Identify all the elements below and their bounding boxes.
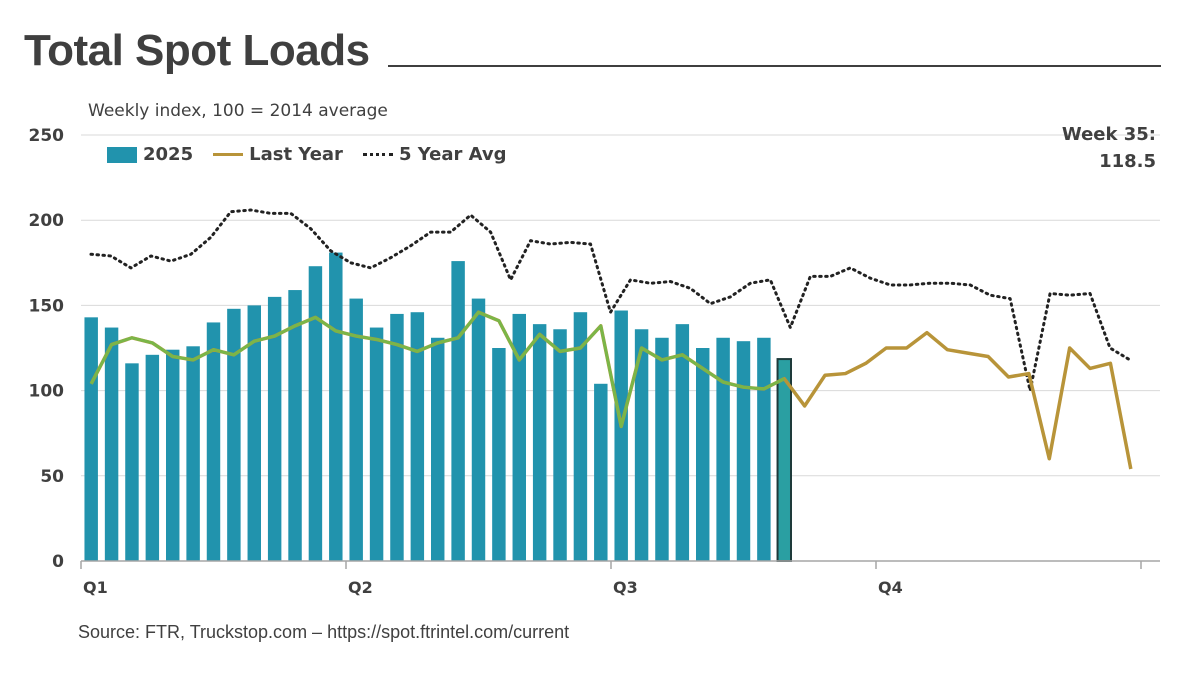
legend-label-last-year: Last Year [249,144,343,165]
legend-line-swatch [213,153,244,156]
bar [104,327,119,561]
bar [655,337,669,561]
bar [757,337,771,561]
bar [329,252,343,562]
bar [451,261,465,561]
bar [675,324,690,561]
bar [267,296,282,561]
y-tick-label: 0 [52,552,64,572]
bar [247,305,261,561]
bar [716,337,730,561]
highlight-bar [776,358,792,562]
bar [145,354,160,561]
bar [125,363,139,561]
chart-subtitle: Weekly index, 100 = 2014 average [88,101,388,121]
last-year-overlap-line [89,310,785,428]
title-rule [388,65,1161,67]
bar [553,329,567,561]
bar [696,348,710,561]
bar [349,298,363,561]
bar [594,383,608,561]
callout-week: Week 35: [1061,124,1156,145]
bar [369,327,384,561]
chart-title: Total Spot Loads [24,26,370,75]
bar [227,308,241,561]
bar [166,349,180,561]
source-note: Source: FTR, Truckstop.com – https://spo… [78,622,570,642]
quarter-label: Q1 [83,578,108,597]
bar [431,337,445,561]
bar [206,322,221,561]
legend-item-last-year: Last Year [213,144,343,165]
legend-item-2025: 2025 [107,144,193,165]
bar [186,346,200,561]
y-tick-label: 200 [29,211,65,231]
bar [512,313,526,561]
bar [390,313,404,561]
bar [614,310,628,561]
bar [308,266,323,561]
y-tick-label: 250 [29,126,65,146]
legend-label-2025: 2025 [143,144,194,165]
quarter-label: Q2 [348,578,373,597]
bar [471,298,486,561]
bar [288,290,302,561]
y-tick-label: 100 [29,382,65,402]
bar [410,312,425,561]
bar [532,324,547,561]
week-callout: Week 35: 118.5 [1062,121,1156,175]
legend-bar-swatch [107,146,137,163]
quarter-label: Q4 [878,578,903,597]
five-year-avg-line [89,208,1132,393]
legend: 2025 Last Year 5 Year Avg [107,144,527,165]
bar [492,348,506,561]
bar [573,312,588,561]
legend-label-5-year-avg: 5 Year Avg [398,144,507,165]
bar [84,317,98,561]
y-tick-label: 150 [29,296,65,316]
callout-value: 118.5 [1099,151,1156,172]
bar [634,329,649,561]
quarter-label: Q3 [613,578,638,597]
legend-dotted-swatch [362,153,393,156]
bar [736,341,751,561]
y-tick-label: 50 [40,467,64,487]
legend-item-5-year-avg: 5 Year Avg [362,144,507,165]
